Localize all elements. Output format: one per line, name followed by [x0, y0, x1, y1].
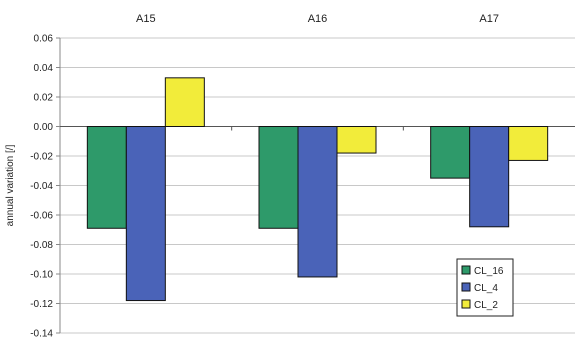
y-tick-label: 0.06 — [34, 34, 54, 45]
y-tick-label: -0.06 — [30, 211, 53, 222]
legend-label: CL_2 — [474, 300, 498, 311]
bar-cl-2-a15 — [164, 77, 205, 127]
y-tick-label: -0.02 — [30, 152, 53, 163]
bar-cl-2-a16 — [336, 126, 377, 154]
bar-cl-16-a15 — [86, 126, 127, 229]
y-tick-label: -0.12 — [30, 299, 53, 310]
legend-swatch-cl-2 — [461, 299, 471, 309]
bar-cl-2-a17 — [508, 126, 549, 161]
legend-label: CL_16 — [474, 266, 504, 277]
y-axis-title: annual variation [/] — [5, 144, 16, 226]
legend-swatch-cl-4 — [461, 282, 471, 292]
y-tick-label: -0.14 — [30, 329, 53, 340]
bar-cl-4-a15 — [125, 126, 166, 302]
legend-swatch-cl-16 — [461, 265, 471, 275]
category-label: A17 — [479, 13, 499, 25]
bar-cl-16-a16 — [258, 126, 299, 229]
bar-cl-16-a17 — [430, 126, 471, 179]
category-label: A16 — [308, 13, 328, 25]
bar-cl-4-a17 — [469, 126, 510, 228]
y-tick-label: -0.08 — [30, 240, 53, 251]
y-tick-label: 0.02 — [34, 93, 54, 104]
y-tick-label: -0.10 — [30, 270, 53, 281]
y-tick-label: 0.00 — [34, 122, 54, 133]
y-tick-label: -0.04 — [30, 181, 53, 192]
category-label: A15 — [136, 13, 156, 25]
legend-label: CL_4 — [474, 283, 498, 294]
bar-cl-4-a16 — [297, 126, 338, 278]
y-tick-label: 0.04 — [34, 63, 54, 74]
